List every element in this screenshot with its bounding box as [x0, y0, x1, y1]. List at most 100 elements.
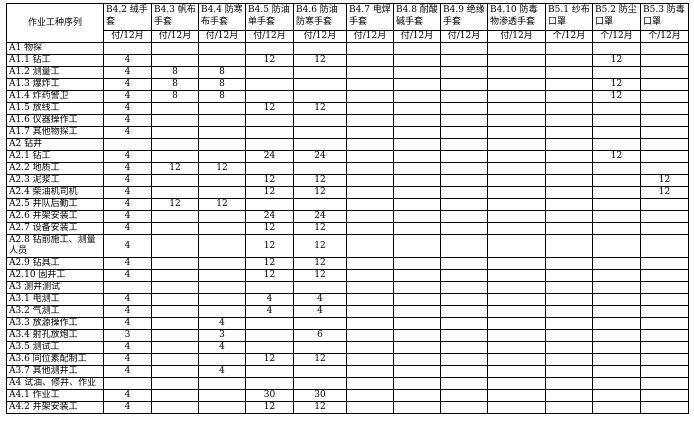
- table-cell: [545, 365, 593, 378]
- table-cell: 4: [103, 210, 152, 223]
- table-cell: [346, 305, 394, 318]
- table-row: A3.6 同位素配制工 4 12 12: [6, 353, 689, 366]
- column-header: B4.3 帆布手套: [151, 3, 199, 31]
- column-unit: 付/12月: [198, 30, 246, 43]
- table-cell: [487, 126, 546, 139]
- table-cell: [545, 257, 593, 270]
- table-cell: [640, 210, 689, 223]
- table-cell: [293, 66, 347, 79]
- row-label: A3.7 其他测井工: [6, 365, 104, 378]
- table-cell: [103, 138, 152, 151]
- table-cell: [592, 389, 641, 402]
- table-cell: [293, 114, 347, 127]
- table-cell: 12: [592, 54, 641, 67]
- row-label: A1.1 钻工: [6, 54, 104, 67]
- table-cell: [440, 114, 488, 127]
- table-cell: [640, 102, 689, 115]
- table-cell: [487, 222, 546, 235]
- table-cell: [151, 293, 199, 306]
- table-cell: [440, 150, 488, 163]
- table-cell: 4: [103, 198, 152, 211]
- table-cell: [393, 90, 441, 103]
- table-cell: [440, 78, 488, 91]
- table-cell: [198, 174, 246, 187]
- table-cell: [198, 114, 246, 127]
- table-cell: [151, 174, 199, 187]
- table-cell: [640, 365, 689, 378]
- row-label: A2.3 泥浆工: [6, 174, 104, 187]
- table-cell: [346, 54, 394, 67]
- table-cell: [393, 54, 441, 67]
- table-row: A3.4 射孔放炮工 3 3 6: [6, 329, 689, 342]
- table-cell: [151, 186, 199, 199]
- table-cell: [440, 210, 488, 223]
- table-cell: [640, 198, 689, 211]
- table-cell: 12: [245, 222, 294, 235]
- table-row: A3.1 电测工 4 4 4: [6, 293, 689, 306]
- table-cell: [346, 257, 394, 270]
- table-cell: 12: [293, 186, 347, 199]
- column-header: B4.7 电焊手套: [346, 3, 394, 31]
- table-cell: [545, 66, 593, 79]
- column-header: B4.2 绒手套: [103, 3, 152, 31]
- table-cell: 8: [198, 66, 246, 79]
- column-header: B4.10 防毒物渗透手套: [487, 3, 546, 31]
- table-cell: [487, 42, 546, 55]
- table-row: A1.6 仪器操作工 4: [6, 114, 689, 127]
- table-cell: [640, 329, 689, 342]
- table-cell: 4: [103, 186, 152, 199]
- table-cell: 12: [245, 174, 294, 187]
- table-cell: 12: [640, 174, 689, 187]
- table-cell: [592, 186, 641, 199]
- table-cell: [293, 126, 347, 139]
- column-unit: 付/12月: [393, 30, 441, 43]
- table-cell: 4: [293, 293, 347, 306]
- table-cell: [545, 377, 593, 390]
- column-header: B5.1 纱布口罩: [545, 3, 593, 31]
- table-cell: [198, 54, 246, 67]
- table-cell: 8: [151, 66, 199, 79]
- row-label: A2.2 地质工: [6, 162, 104, 175]
- table-cell: 4: [103, 293, 152, 306]
- table-cell: [393, 269, 441, 282]
- table-cell: [151, 269, 199, 282]
- table-cell: [440, 305, 488, 318]
- table-cell: [592, 198, 641, 211]
- table-cell: [245, 42, 294, 55]
- table-cell: [592, 281, 641, 294]
- table-cell: [440, 401, 488, 414]
- table-cell: 4: [103, 365, 152, 378]
- table-cell: [346, 234, 394, 258]
- table-cell: [440, 329, 488, 342]
- row-label: A1.6 仪器操作工: [6, 114, 104, 127]
- table-cell: [198, 42, 246, 55]
- table-cell: [245, 329, 294, 342]
- table-cell: [293, 138, 347, 151]
- ppe-allocation-table: 作业工种序列 B4.2 绒手套 B4.3 帆布手套 B4.4 防寒布手套 B4.5 防…: [6, 3, 689, 414]
- table-cell: [393, 281, 441, 294]
- table-cell: [440, 42, 488, 55]
- table-cell: 4: [103, 269, 152, 282]
- table-cell: [487, 186, 546, 199]
- table-cell: [640, 281, 689, 294]
- table-cell: [487, 305, 546, 318]
- table-cell: 4: [198, 341, 246, 354]
- table-cell: [151, 365, 199, 378]
- column-unit: 付/12月: [346, 30, 394, 43]
- table-cell: [393, 114, 441, 127]
- table-cell: 4: [103, 150, 152, 163]
- table-cell: [592, 114, 641, 127]
- table-cell: [592, 126, 641, 139]
- table-cell: [346, 341, 394, 354]
- table-row: A1.3 爆炸工 4 8 8 12: [6, 78, 689, 91]
- table-cell: [487, 353, 546, 366]
- table-cell: [440, 341, 488, 354]
- table-cell: [393, 305, 441, 318]
- table-cell: [393, 186, 441, 199]
- table-cell: 4: [198, 317, 246, 330]
- table-cell: [393, 42, 441, 55]
- row-label: A1.7 其他物探工: [6, 126, 104, 139]
- table-cell: [545, 150, 593, 163]
- table-cell: [545, 198, 593, 211]
- column-header: B4.9 绝缘手套: [440, 3, 488, 31]
